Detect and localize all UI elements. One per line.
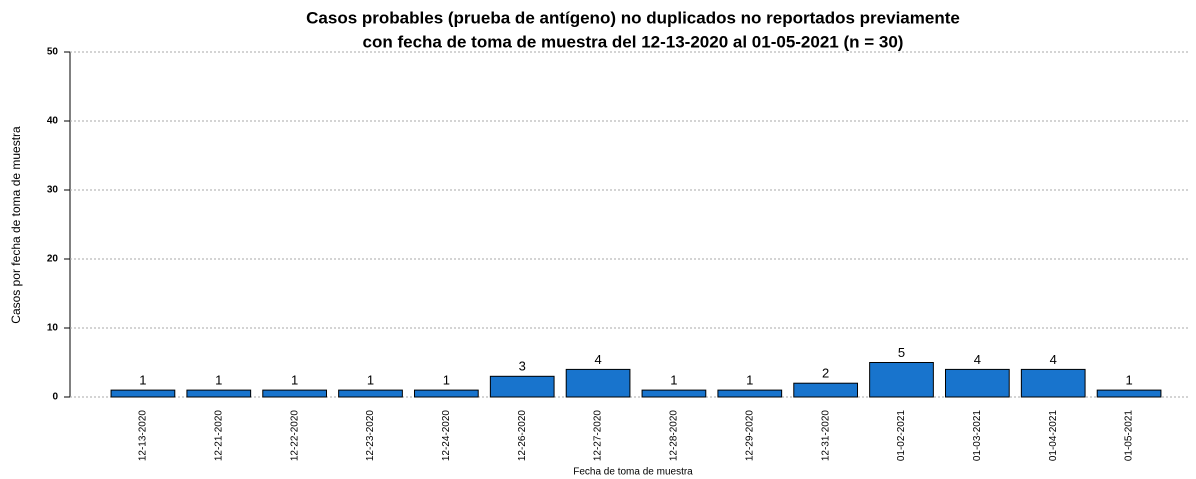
x-tick-label: 12-31-2020 xyxy=(820,410,831,462)
x-tick-label: 12-26-2020 xyxy=(517,410,528,462)
bar xyxy=(186,389,252,398)
y-tick-label: 0 xyxy=(52,392,58,403)
x-tick-label: 12-27-2020 xyxy=(593,410,604,462)
x-tick-label: 01-02-2021 xyxy=(896,410,907,462)
bar xyxy=(338,389,403,398)
y-tick-label: 20 xyxy=(47,254,59,265)
y-tick-label: 10 xyxy=(47,323,59,334)
x-axis-label: Fecha de toma de muestra xyxy=(573,467,693,478)
x-tick-label: 12-21-2020 xyxy=(213,410,224,462)
data-label: 1 xyxy=(670,373,677,388)
x-tick-label: 12-29-2020 xyxy=(744,410,755,462)
bar xyxy=(489,375,555,398)
y-tick-label: 40 xyxy=(47,116,59,127)
data-label: 1 xyxy=(443,373,450,388)
bar xyxy=(869,362,934,398)
data-label: 2 xyxy=(822,366,829,381)
x-tick-label: 01-03-2021 xyxy=(972,410,983,462)
bar xyxy=(110,389,176,398)
data-label: 4 xyxy=(1050,352,1057,367)
bar xyxy=(1020,368,1086,398)
data-label: 1 xyxy=(291,373,298,388)
x-tick-label: 12-13-2020 xyxy=(138,410,149,462)
data-label: 1 xyxy=(1125,373,1132,388)
data-label: 1 xyxy=(215,373,222,388)
x-tick-label: 01-05-2021 xyxy=(1124,410,1135,462)
y-axis-label: Casos por fecha de toma de muestra xyxy=(9,126,23,324)
bar xyxy=(717,389,783,398)
data-label: 5 xyxy=(898,345,905,360)
data-label: 3 xyxy=(519,359,526,374)
data-label: 1 xyxy=(139,373,146,388)
data-label: 1 xyxy=(746,373,753,388)
bar xyxy=(262,389,328,398)
x-tick-label: 01-04-2021 xyxy=(1048,410,1059,462)
x-tick-label: 12-28-2020 xyxy=(669,410,680,462)
chart-title: con fecha de toma de muestra del 12-13-2… xyxy=(363,32,904,51)
bar xyxy=(793,382,859,398)
data-label: 4 xyxy=(594,352,601,367)
data-label: 4 xyxy=(974,352,981,367)
bar xyxy=(413,389,479,398)
x-tick-label: 12-23-2020 xyxy=(365,410,376,462)
x-tick-label: 12-24-2020 xyxy=(441,410,452,462)
bar xyxy=(641,389,707,398)
y-tick-label: 50 xyxy=(47,47,59,58)
bar xyxy=(944,368,1010,398)
bar xyxy=(1096,389,1162,398)
y-tick-label: 30 xyxy=(47,185,59,196)
x-tick-label: 12-22-2020 xyxy=(289,410,300,462)
data-label: 1 xyxy=(367,373,374,388)
chart-title: Casos probables (prueba de antígeno) no … xyxy=(306,8,960,27)
bar xyxy=(565,368,631,398)
